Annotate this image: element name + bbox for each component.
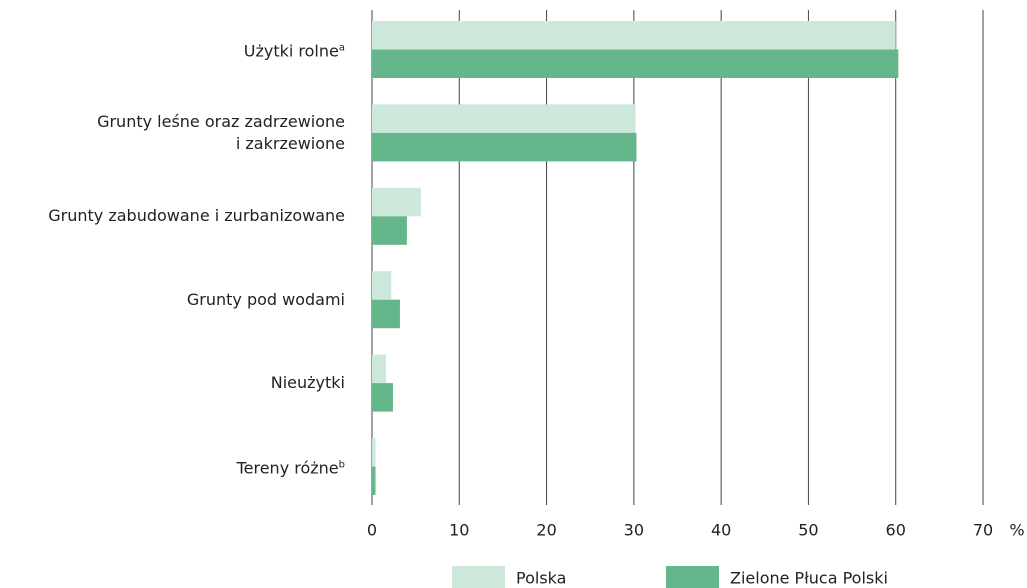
x-tick-label: 60: [886, 521, 906, 540]
category-note: a: [338, 41, 345, 53]
legend-label: Zielone Płuca Polski: [730, 569, 888, 588]
x-tick-label: 20: [536, 521, 556, 540]
category-label: Grunty zabudowane i zurbanizowane: [48, 205, 345, 227]
category-note: b: [338, 458, 345, 470]
category-label: Grunty pod wodami: [187, 289, 345, 311]
bar: [372, 271, 392, 300]
x-tick-label: 0: [367, 521, 377, 540]
bar: [372, 104, 636, 133]
category-text: Użytki rolne: [243, 41, 339, 61]
category-text: Grunty pod wodami: [186, 289, 345, 309]
category-label: Nieużytki: [271, 372, 345, 394]
category-label: Użytki rolnea: [244, 37, 345, 62]
x-tick-label: 40: [711, 521, 731, 540]
bar: [372, 299, 400, 329]
x-tick-label: 50: [798, 521, 818, 540]
bar: [372, 49, 899, 78]
bar: [372, 187, 421, 217]
x-tick-label: 10: [449, 521, 469, 540]
category-text: Tereny różne: [236, 458, 339, 478]
category-label: Tereny różneb: [237, 454, 345, 479]
bar: [372, 383, 393, 412]
x-axis-label: %: [1009, 521, 1024, 540]
x-tick-label: 30: [624, 521, 644, 540]
bar: [372, 466, 376, 495]
bar: [372, 21, 896, 50]
bar: [372, 438, 376, 467]
category-text: Grunty leśne oraz zadrzewione i zakrzewi…: [97, 111, 345, 153]
bar: [372, 216, 407, 245]
category-text: Grunty zabudowane i zurbanizowane: [48, 206, 345, 226]
x-tick-label: 70: [973, 521, 993, 540]
legend-swatch: [452, 566, 505, 588]
category-text: Nieużytki: [270, 373, 345, 393]
bar: [372, 132, 637, 162]
category-label: Grunty leśne oraz zadrzewione i zakrzewi…: [97, 111, 345, 155]
legend-swatch: [666, 566, 719, 588]
legend-label: Polska: [516, 569, 566, 588]
bar: [372, 354, 386, 384]
